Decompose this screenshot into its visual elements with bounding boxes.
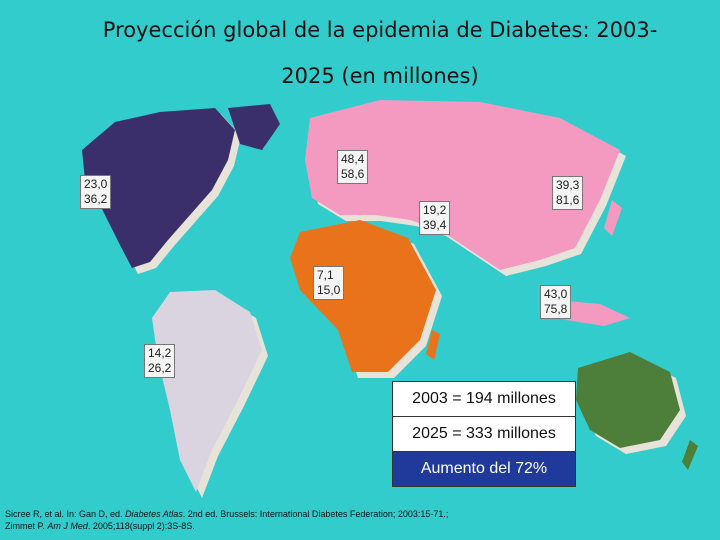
north-america-shape [82, 108, 235, 268]
citation-line-2: Zimmet P. Am J Med. 2005;118(suppl 2):3S… [5, 520, 448, 532]
europe-asia-shape [305, 100, 620, 270]
middle-east-2025: 39,4 [423, 218, 447, 232]
south-america-2003: 14,2 [148, 346, 172, 360]
citation-2b: Am J Med [47, 521, 88, 531]
title-line-1: Proyección global de la epidemia de Diab… [102, 18, 658, 42]
title-line-2: 2025 (en millones) [281, 64, 479, 88]
australia-shape [576, 352, 680, 448]
citation-line-1: Sicree R, et al. In: Gan D, ed. Diabetes… [5, 508, 448, 520]
western-pacific-2025: 75,8 [544, 302, 568, 316]
label-north-america: 23,0 36,2 [80, 175, 112, 209]
africa-shape [290, 220, 436, 372]
north-america-2003: 23,0 [84, 177, 108, 191]
africa-2025: 15,0 [317, 283, 341, 297]
southeast-asia-islands-shape [556, 300, 630, 326]
total-2003: 2003 = 194 millones [392, 381, 576, 417]
europe-2025: 58,6 [341, 167, 365, 181]
citation-2a: Zimmet P. [5, 521, 48, 531]
africa-2003: 7,1 [317, 268, 334, 282]
asia-2003: 39,3 [556, 178, 580, 192]
south-america-shape [152, 290, 262, 492]
citation: Sicree R, et al. In: Gan D, ed. Diabetes… [5, 508, 448, 532]
western-pacific-2003: 43,0 [544, 287, 568, 301]
citation-1c: . 2nd ed. Brussels: International Diabet… [182, 509, 449, 519]
citation-1a: Sicree R, et al. In: Gan D, ed. [5, 509, 126, 519]
citation-1b: Diabetes Atlas [125, 509, 183, 519]
asia-2025: 81,6 [556, 193, 580, 207]
label-asia: 39,3 81,6 [552, 176, 584, 210]
label-africa: 7,1 15,0 [313, 266, 345, 300]
japan-shape [604, 200, 622, 236]
total-2025: 2025 = 333 millones [392, 416, 576, 452]
new-zealand-shape [682, 440, 698, 470]
label-middle-east: 19,2 39,4 [419, 201, 451, 235]
middle-east-2003: 19,2 [423, 203, 447, 217]
madagascar-shape [426, 330, 440, 360]
south-america-2025: 26,2 [148, 361, 172, 375]
north-america-2025: 36,2 [84, 192, 108, 206]
europe-2003: 48,4 [341, 152, 365, 166]
greenland-shape [228, 104, 280, 150]
label-south-america: 14,2 26,2 [144, 344, 176, 378]
label-europe: 48,4 58,6 [337, 150, 369, 184]
increase-badge: Aumento del 72% [392, 451, 576, 487]
citation-2c: . 2005;118(suppl 2):3S-8S. [87, 521, 195, 531]
label-western-pacific: 43,0 75,8 [540, 285, 572, 319]
